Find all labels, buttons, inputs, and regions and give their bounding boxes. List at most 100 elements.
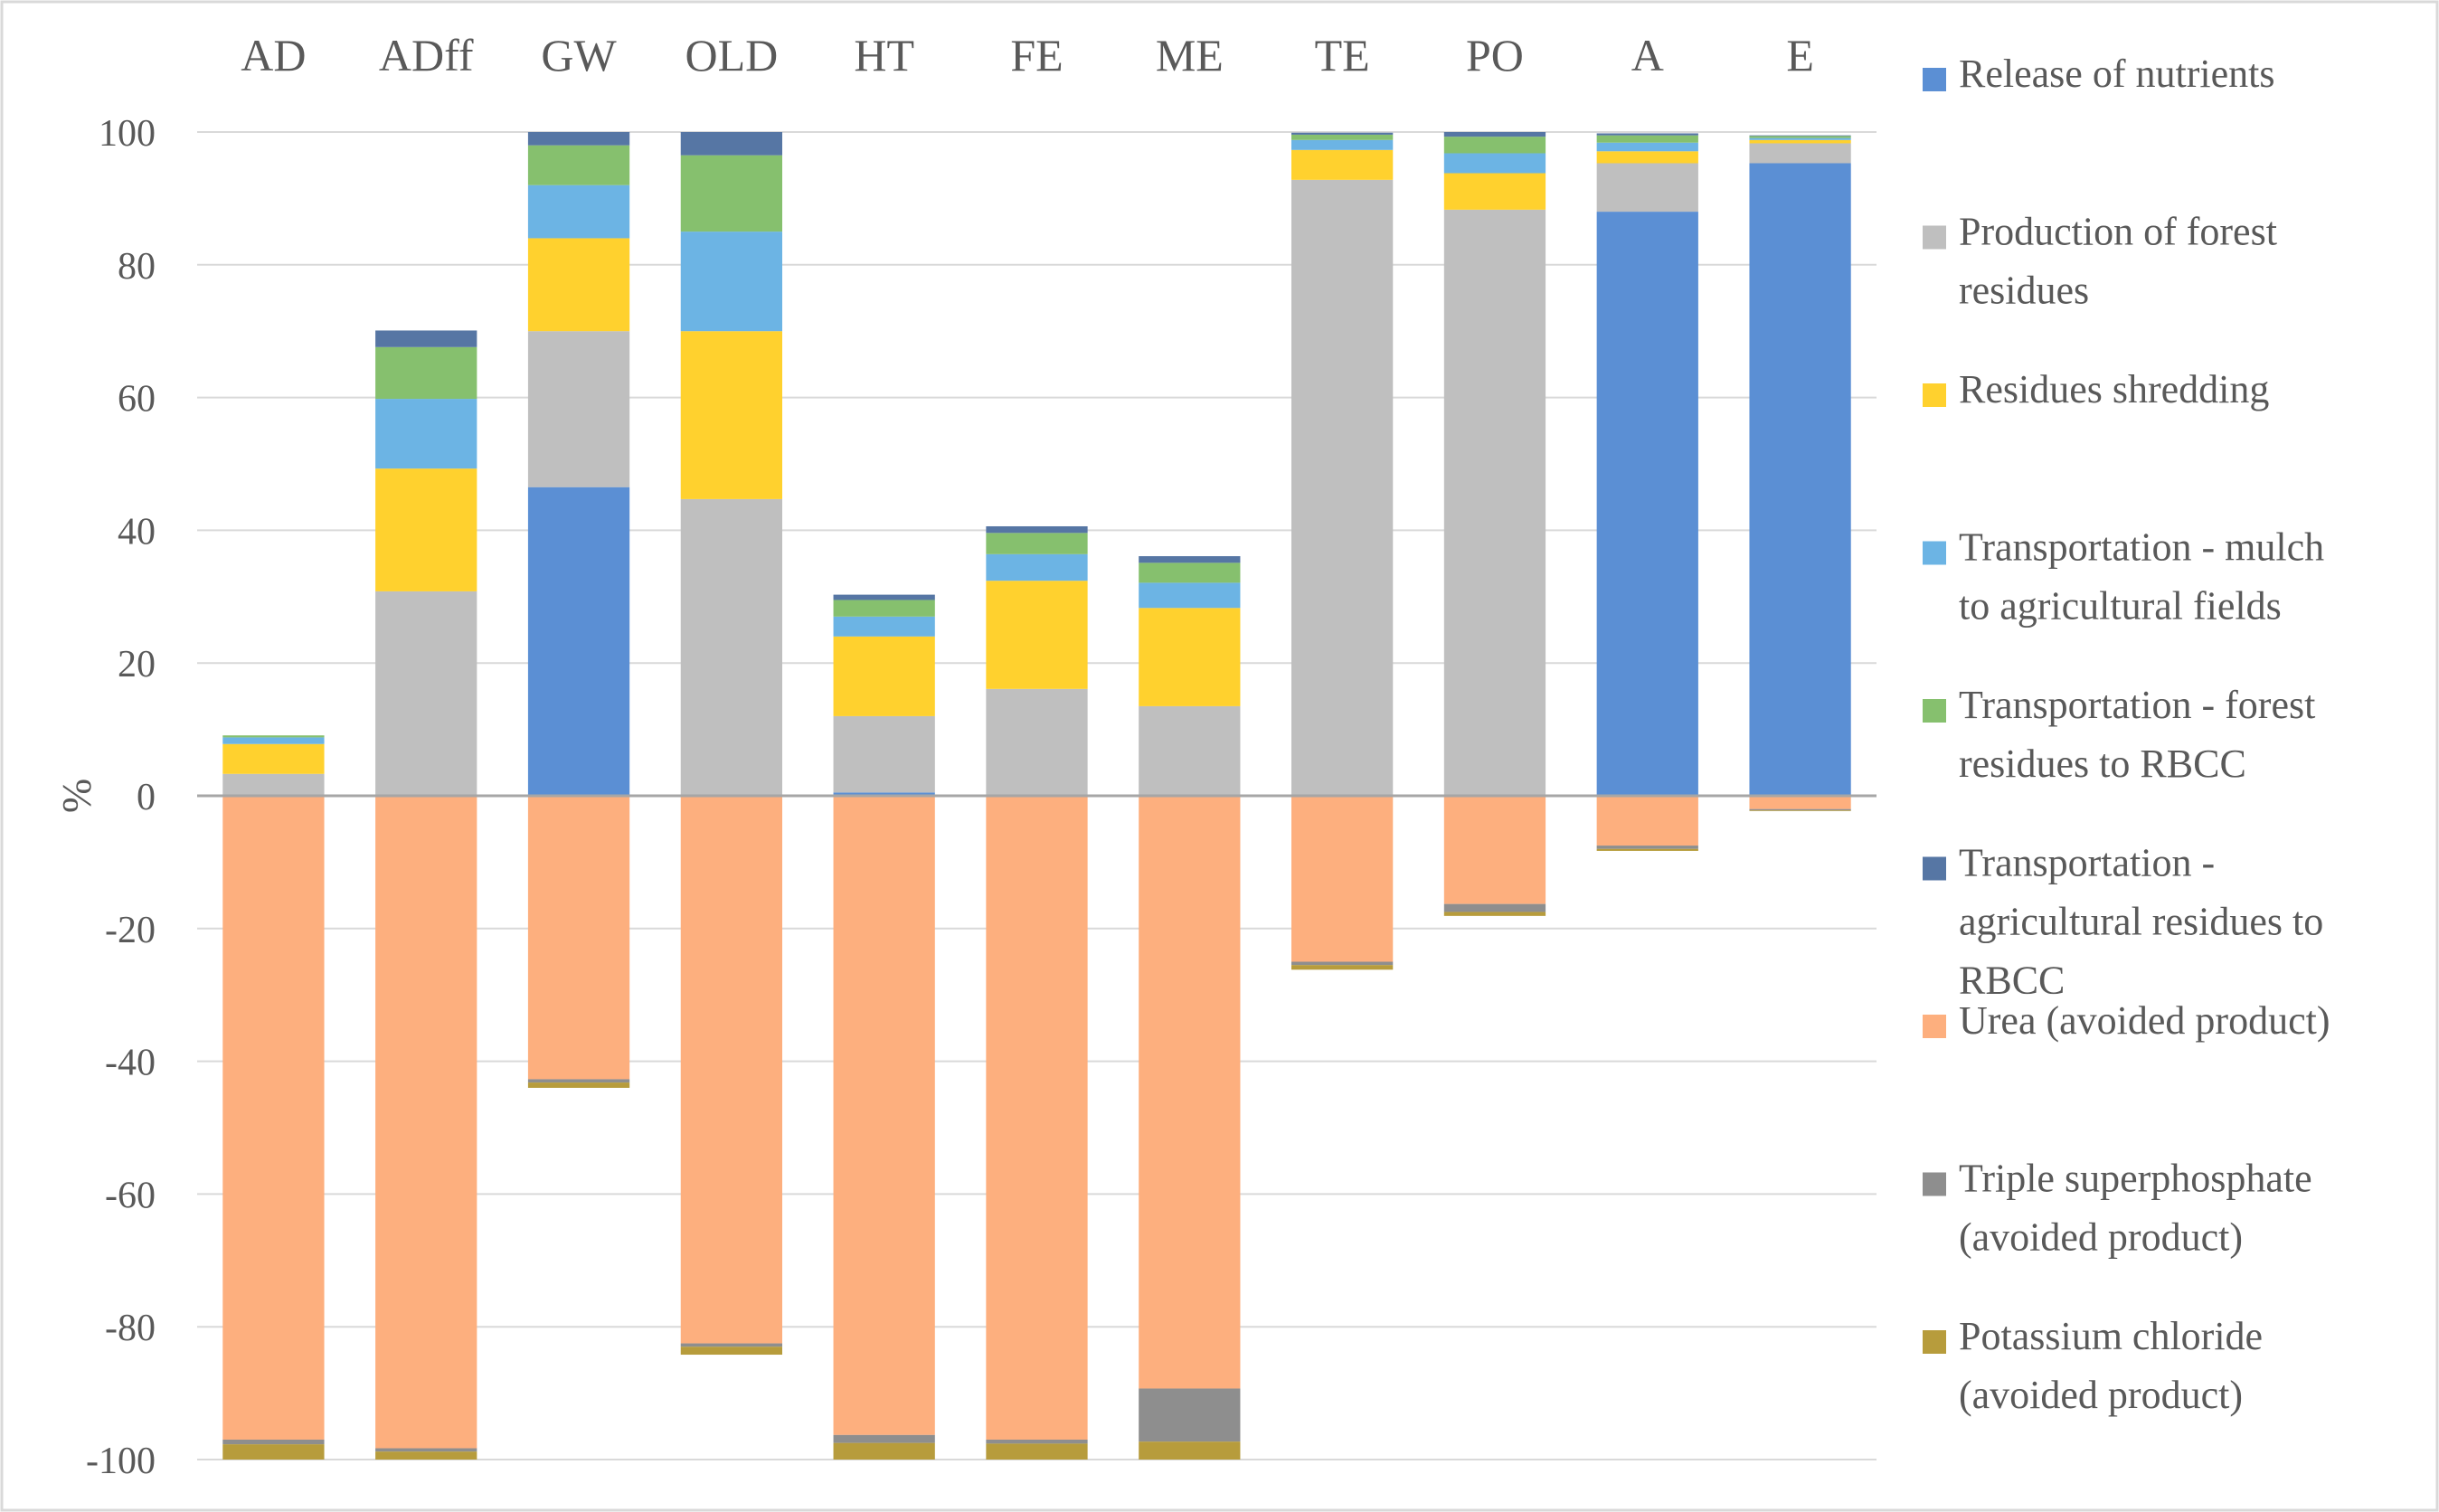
y-axis-ticks: 100 80 60 40 20 0 -20 -40 -60 -80 -100 — [86, 113, 156, 1482]
bar-segment-adff-triple-superphosphate-avoided-product — [375, 1448, 477, 1452]
bar-segment-ad-residues-shredding — [222, 743, 325, 774]
bar-segment-old-production-of-forest-residues — [680, 498, 782, 796]
bar-segment-a-transportation-agricultural-residues-to-rbcc — [1596, 133, 1698, 136]
bar-segment-adff-urea-avoided-product — [375, 796, 477, 1449]
category-label-po: PO — [1466, 30, 1524, 80]
bar-segment-po-residues-shredding — [1443, 173, 1546, 210]
legend-item-urea-avoided-product: Urea (avoided product) — [1923, 998, 2330, 1043]
bar-segment-te-production-of-forest-residues — [1291, 179, 1394, 796]
legend-label: Release of nutrients — [1959, 52, 2274, 96]
bar-segment-ht-transportation-mulch-to-agricultural-fields — [833, 616, 935, 637]
bar-segment-adff-transportation-agricultural-residues-to-rbcc — [375, 330, 477, 347]
bar-segment-gw-transportation-mulch-to-agricultural-fields — [527, 184, 630, 239]
bar-segment-ht-transportation-agricultural-residues-to-rbcc — [833, 594, 935, 600]
bar-segment-gw-release-of-nutrients — [527, 487, 630, 796]
bar-segment-old-residues-shredding — [680, 331, 782, 499]
category-label-gw: GW — [541, 30, 617, 80]
bar-segment-ht-potassium-chloride-avoided-product — [833, 1442, 935, 1460]
legend-label: Triple superphosphate (avoided product) — [1959, 1157, 2312, 1260]
y-tick-label: -60 — [105, 1175, 156, 1216]
bar-segment-te-transportation-mulch-to-agricultural-fields — [1291, 139, 1394, 150]
y-tick-label: -40 — [105, 1043, 156, 1084]
bar-segment-old-transportation-mulch-to-agricultural-fields — [680, 232, 782, 332]
bar-segment-gw-triple-superphosphate-avoided-product — [527, 1079, 630, 1083]
bar-segment-gw-residues-shredding — [527, 238, 630, 332]
bar-segment-ht-triple-superphosphate-avoided-product — [833, 1434, 935, 1443]
bar-segment-gw-transportation-forest-residues-to-rbcc — [527, 145, 630, 185]
y-tick-label: -100 — [86, 1441, 156, 1482]
y-tick-label: -20 — [105, 910, 156, 951]
legend-label: Potassium chloride (avoided product) — [1959, 1314, 2263, 1417]
bar-segment-old-transportation-forest-residues-to-rbcc — [680, 155, 782, 232]
bar-segment-a-triple-superphosphate-avoided-product — [1596, 846, 1698, 849]
bar-segment-fe-transportation-mulch-to-agricultural-fields — [986, 553, 1088, 581]
category-label-e: E — [1786, 30, 1814, 80]
bar-segment-a-urea-avoided-product — [1596, 796, 1698, 846]
legend-item-transportation-mulch-to-agricultural-fields: Transportation - mulch to agricultural fi… — [1923, 525, 2324, 628]
bar-segment-ht-release-of-nutrients — [833, 792, 935, 796]
legend-item-potassium-chloride-avoided-product: Potassium chloride (avoided product) — [1923, 1314, 2263, 1417]
bar-segment-old-transportation-agricultural-residues-to-rbcc — [680, 132, 782, 156]
bar-segment-te-urea-avoided-product — [1291, 796, 1394, 962]
y-tick-label: 60 — [118, 379, 156, 421]
bar-segment-me-transportation-mulch-to-agricultural-fields — [1139, 582, 1241, 609]
legend-item-transportation-agricultural-residues-to-rbcc: Transportation -agricultural residues to… — [1923, 841, 2323, 1003]
bar-segment-fe-residues-shredding — [986, 581, 1088, 689]
legend-label: Transportation -agricultural residues to… — [1959, 841, 2323, 1003]
bar-segment-ht-transportation-forest-residues-to-rbcc — [833, 600, 935, 617]
bar-segment-adff-production-of-forest-residues — [375, 591, 477, 796]
bar-segment-te-transportation-forest-residues-to-rbcc — [1291, 134, 1394, 140]
legend-swatch — [1923, 225, 1946, 250]
legend-swatch — [1923, 541, 1946, 565]
y-tick-label: 20 — [118, 644, 156, 685]
category-label-ht: HT — [854, 30, 914, 80]
bar-segment-te-triple-superphosphate-avoided-product — [1291, 961, 1394, 966]
bar-segment-me-transportation-forest-residues-to-rbcc — [1139, 562, 1241, 583]
legend-label: Transportation - forest residues to RBCC — [1959, 683, 2315, 786]
legend-label: Residues shredding — [1959, 367, 2269, 411]
legend-swatch — [1923, 1015, 1946, 1038]
bar-segment-a-transportation-forest-residues-to-rbcc — [1596, 135, 1698, 143]
bar-segment-me-triple-superphosphate-avoided-product — [1139, 1388, 1241, 1442]
bar-segment-e-transportation-forest-residues-to-rbcc — [1749, 136, 1851, 138]
bar-segment-po-transportation-forest-residues-to-rbcc — [1443, 137, 1546, 154]
y-tick-label: 80 — [118, 246, 156, 288]
bar-segment-a-potassium-chloride-avoided-product — [1596, 848, 1698, 851]
y-axis-title: % — [53, 779, 99, 813]
bar-segment-me-potassium-chloride-avoided-product — [1139, 1441, 1241, 1460]
bar-segment-po-production-of-forest-residues — [1443, 209, 1546, 797]
bar-segment-gw-potassium-chloride-avoided-product — [527, 1082, 630, 1088]
legend-item-release-of-nutrients: Release of nutrients — [1923, 52, 2274, 96]
bar-segment-ad-transportation-mulch-to-agricultural-fields — [222, 737, 325, 744]
legend-swatch — [1923, 383, 1946, 407]
bar-segment-old-urea-avoided-product — [680, 796, 782, 1344]
legend-item-residues-shredding: Residues shredding — [1923, 367, 2269, 411]
legend-item-transportation-forest-residues-to-rbcc: Transportation - forest residues to RBCC — [1923, 683, 2315, 786]
y-tick-label: -80 — [105, 1308, 156, 1349]
bar-segment-me-urea-avoided-product — [1139, 796, 1241, 1389]
legend-swatch — [1923, 1330, 1946, 1354]
bar-segment-po-urea-avoided-product — [1443, 796, 1546, 904]
bar-segment-ad-production-of-forest-residues — [222, 773, 325, 796]
y-tick-label: 0 — [137, 777, 156, 818]
legend-swatch — [1923, 856, 1946, 881]
bar-segment-po-triple-superphosphate-avoided-product — [1443, 903, 1546, 912]
legend-label: Transportation - mulch to agricultural fi… — [1959, 525, 2324, 628]
bar-segment-ad-urea-avoided-product — [222, 796, 325, 1440]
bar-segment-ad-potassium-chloride-avoided-product — [222, 1444, 325, 1460]
y-tick-label: 40 — [118, 511, 156, 553]
category-label-ad: AD — [241, 30, 306, 80]
bar-segment-me-production-of-forest-residues — [1139, 705, 1241, 796]
bar-segment-e-transportation-agricultural-residues-to-rbcc — [1749, 135, 1851, 137]
bar-segment-te-potassium-chloride-avoided-product — [1291, 965, 1394, 970]
bar-segment-e-potassium-chloride-avoided-product — [1749, 810, 1851, 811]
bar-segment-po-transportation-mulch-to-agricultural-fields — [1443, 153, 1546, 174]
bar-segment-a-residues-shredding — [1596, 151, 1698, 164]
legend-swatch — [1923, 699, 1946, 723]
category-label-fe: FE — [1010, 30, 1063, 80]
bar-segment-ht-residues-shredding — [833, 636, 935, 716]
legend-swatch — [1923, 68, 1946, 91]
bar-segment-a-transportation-mulch-to-agricultural-fields — [1596, 142, 1698, 152]
category-label-te: TE — [1315, 30, 1370, 80]
